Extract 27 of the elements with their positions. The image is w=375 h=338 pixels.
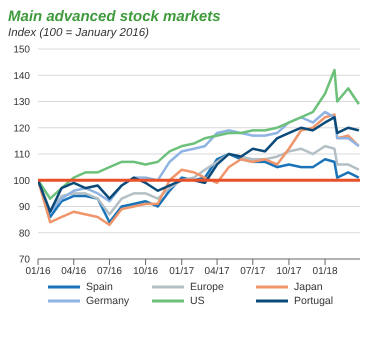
y-tick-label: 100 xyxy=(13,176,30,187)
x-tick-label: 04/16 xyxy=(61,266,87,278)
y-tick-label: 110 xyxy=(14,150,30,161)
x-tick-label: 07/17 xyxy=(240,266,266,278)
legend-label: Spain xyxy=(86,281,113,293)
legend-label: Japan xyxy=(294,281,323,293)
chart-title: Main advanced stock markets xyxy=(8,8,222,25)
legend-label: Germany xyxy=(86,295,130,307)
y-tick-label: 150 xyxy=(13,44,30,56)
line-series xyxy=(38,68,360,200)
x-tick-label: 07/16 xyxy=(96,266,122,278)
chart-subtitle: Index (100 = January 2016) xyxy=(8,27,150,39)
legend-label: US xyxy=(190,295,205,307)
y-tick-label: 120 xyxy=(13,123,30,134)
x-tick-label: 04/17 xyxy=(204,266,230,278)
x-tick-label: 10/16 xyxy=(133,266,159,278)
y-tick-label: 140 xyxy=(13,70,30,82)
y-tick-label: 80 xyxy=(18,228,30,240)
y-tick-label: 90 xyxy=(18,202,30,214)
y-tick-label: 130 xyxy=(13,97,30,108)
y-tick-label: 70 xyxy=(18,254,30,266)
x-tick-label: 01/16 xyxy=(25,266,51,278)
x-tick-label: 10/17 xyxy=(276,266,302,278)
legend-label: Europe xyxy=(190,281,224,293)
x-tick-label: 01/17 xyxy=(169,266,195,278)
legend-label: Portugal xyxy=(294,295,334,307)
x-tick-label: 01/18 xyxy=(312,266,338,278)
